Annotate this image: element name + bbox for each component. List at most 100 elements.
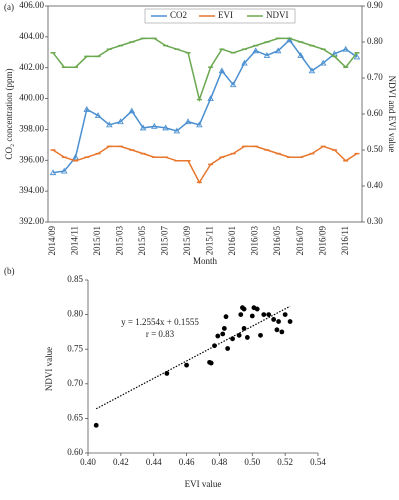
y-tick-label: 398.00 — [19, 123, 44, 133]
y-axis-title: NDVI value — [44, 347, 54, 391]
marker — [342, 45, 350, 52]
marker — [229, 81, 237, 88]
legend-label: CO2 — [170, 10, 187, 20]
y2-tick-label: 0.30 — [367, 216, 383, 226]
x-tick-label: 2016/11 — [340, 226, 350, 255]
y-tick-label: 392.00 — [19, 216, 44, 226]
y-tick-label: 404.00 — [19, 31, 44, 41]
marker — [106, 121, 113, 128]
point — [208, 360, 214, 366]
x-axis-title: EVI value — [185, 479, 222, 489]
y-tick-label: 400.00 — [19, 93, 44, 103]
y2-tick-label: 0.60 — [367, 108, 383, 118]
point — [223, 314, 229, 320]
marker — [274, 47, 282, 54]
marker — [139, 124, 147, 131]
point — [164, 371, 170, 376]
point — [238, 312, 244, 317]
marker — [263, 51, 271, 58]
series-line — [52, 37, 358, 103]
marker — [49, 169, 57, 176]
marker — [94, 112, 102, 118]
y-tick-label: 0.70 — [67, 378, 83, 388]
point — [241, 306, 247, 312]
marker — [218, 67, 226, 74]
marker — [184, 118, 192, 125]
y2-tick-label: 0.40 — [367, 180, 383, 190]
marker — [308, 67, 316, 74]
y-tick-label: 0.65 — [67, 412, 83, 422]
x-tick-label: 2016/07 — [295, 226, 305, 256]
legend-label: EVI — [218, 10, 233, 20]
point — [287, 319, 293, 324]
y-tick-label: 0.75 — [67, 343, 83, 353]
point — [279, 329, 285, 335]
marker — [117, 118, 124, 125]
marker — [83, 105, 91, 112]
annotation: y = 1.2554x + 0.1555 — [121, 317, 199, 327]
y2-tick-label: 0.80 — [367, 36, 383, 46]
marker — [297, 51, 304, 58]
marker — [173, 127, 181, 134]
point — [184, 362, 189, 368]
y-tick-label: 0.80 — [67, 309, 83, 319]
y-tick-label: 0.85 — [67, 274, 83, 284]
point — [212, 343, 217, 349]
x-tick-label: 2016/05 — [272, 226, 282, 256]
marker — [72, 153, 79, 160]
x-tick-label: 2016/01 — [227, 226, 237, 256]
x-tick-label: 0.48 — [212, 457, 228, 467]
y-tick-label: 394.00 — [19, 185, 44, 195]
point — [266, 312, 272, 317]
marker — [241, 59, 248, 66]
point — [276, 319, 281, 324]
marker — [151, 122, 158, 129]
x-tick-label: 2015/03 — [115, 226, 125, 256]
y-tick-label: 0.60 — [67, 447, 83, 457]
x-tick-label: 0.46 — [179, 457, 195, 467]
y-tick-label: 402.00 — [19, 62, 44, 72]
x-tick-label: 2014/09 — [47, 226, 57, 256]
annotation: r = 0.83 — [146, 329, 175, 339]
x-tick-label: 2015/09 — [182, 226, 192, 256]
marker — [319, 59, 327, 66]
marker — [128, 107, 136, 114]
y2-tick-label: 0.70 — [367, 72, 383, 82]
point — [282, 312, 288, 317]
x-tick-label: 2015/05 — [137, 226, 147, 256]
point — [93, 422, 99, 428]
marker — [60, 167, 68, 174]
x-tick-label: 2016/09 — [317, 226, 327, 256]
point — [230, 336, 235, 342]
point — [241, 326, 247, 331]
x-axis-title: Month — [193, 256, 218, 266]
point — [271, 317, 277, 322]
x-tick-label: 2014/11 — [70, 226, 80, 255]
marker — [207, 95, 214, 102]
marker — [286, 36, 293, 43]
x-tick-label: 2015/07 — [160, 226, 170, 256]
point — [249, 313, 255, 319]
x-tick-label: 0.40 — [80, 457, 96, 467]
y2-tick-label: 0.90 — [367, 0, 383, 10]
point — [244, 335, 250, 340]
marker — [252, 47, 259, 54]
point — [254, 306, 260, 312]
point — [221, 326, 227, 331]
trendline — [95, 305, 291, 410]
y-axis-title: CO₂ concentration (ppm) — [4, 68, 14, 159]
x-tick-label: 0.44 — [146, 457, 162, 467]
x-tick-label: 2015/01 — [92, 226, 102, 256]
y-tick-label: 396.00 — [19, 154, 44, 164]
marker — [162, 124, 169, 131]
legend-box — [144, 8, 296, 24]
point — [274, 327, 280, 333]
legend-label: NDVI — [266, 10, 289, 20]
point — [236, 332, 242, 338]
point — [215, 333, 221, 339]
x-tick-label: 0.50 — [244, 457, 260, 467]
marker — [196, 121, 203, 128]
y-tick-label: 406.00 — [19, 0, 44, 10]
